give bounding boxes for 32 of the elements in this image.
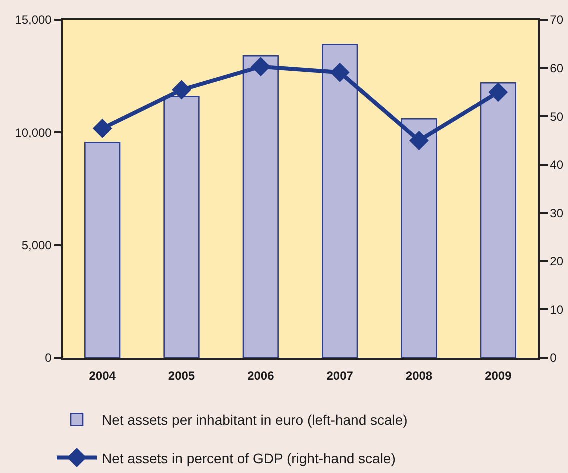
point (410, 130, 429, 150)
point (251, 57, 271, 77)
y2-tick-label: 40 (550, 158, 564, 172)
y2-tick-label: 20 (550, 254, 564, 269)
y-tick-label: 10,000 (15, 126, 52, 140)
bar (164, 96, 200, 358)
x-tick-label: 2006 (248, 369, 275, 384)
point (92, 118, 112, 138)
y2-tick-label: 70 (550, 13, 564, 28)
x-tick-label: 2009 (485, 369, 512, 384)
x-tick-label: 2007 (326, 369, 354, 384)
point (488, 82, 508, 102)
bar (401, 118, 438, 358)
point (172, 80, 192, 100)
bar (242, 55, 279, 358)
x-tick-label: 2005 (168, 369, 196, 384)
y-tick-label: 5,000 (22, 238, 52, 253)
legend-label: Net assets per inhabitant in euro (left-hand scale) (102, 412, 408, 428)
bar (84, 142, 121, 358)
point (330, 62, 350, 82)
x-tick-label: 2004 (89, 369, 116, 384)
y2-tick-label: 50 (550, 110, 564, 124)
y2-tick-label: 60 (550, 61, 564, 76)
legend-label: Net assets in percent of GDP (right-hand scale) (102, 450, 396, 466)
bar (322, 44, 358, 358)
x-tick-label: 2008 (406, 369, 433, 384)
bar (480, 82, 516, 358)
y2-tick-label: 30 (550, 206, 564, 220)
y-tick-label: 0 (45, 351, 52, 366)
y2-tick-label: 0 (550, 351, 558, 366)
y-tick-label: 15,000 (15, 13, 52, 28)
y2-tick-label: 10 (550, 302, 564, 317)
